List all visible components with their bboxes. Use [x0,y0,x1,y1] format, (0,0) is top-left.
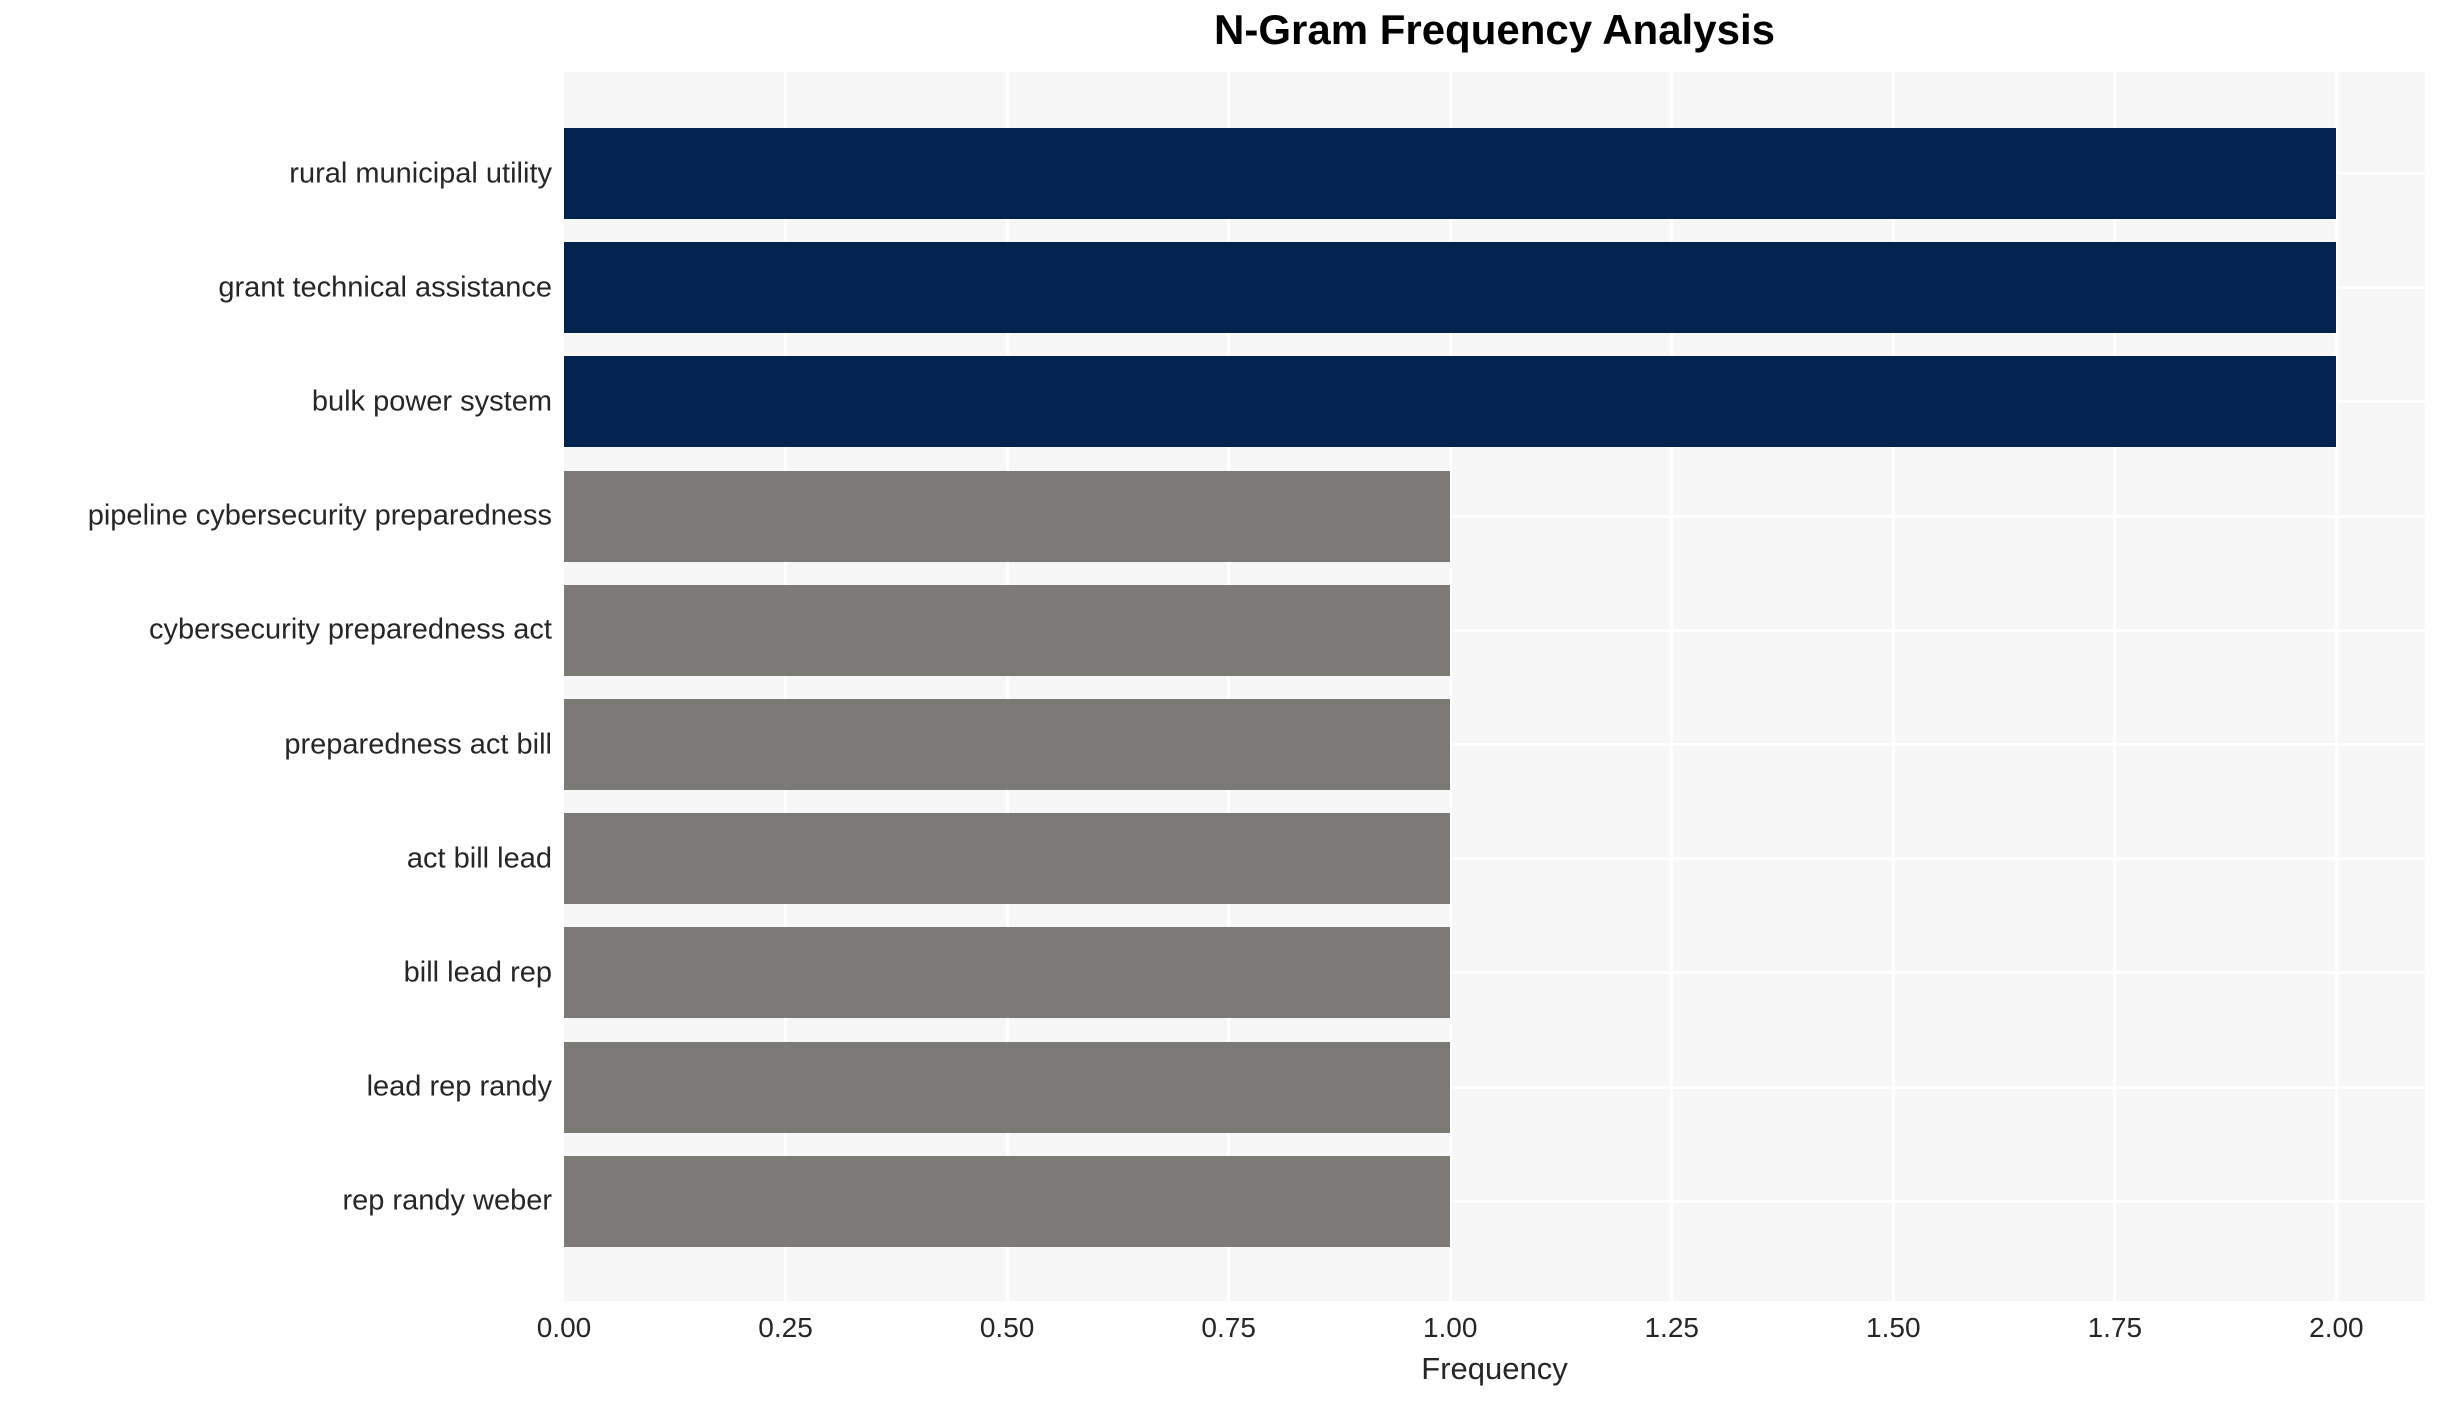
y-tick-label-bill-lead-rep: bill lead rep [403,956,552,989]
y-tick-label-grant-technical-assistance: grant technical assistance [218,271,552,304]
y-tick-label-rural-municipal-utility: rural municipal utility [289,157,552,189]
x-tick-label-1.75: 1.75 [2087,1312,2143,1343]
x-tick-label-0.75: 0.75 [1201,1312,1256,1343]
vertical-gridline-1.50 [1891,72,1895,1301]
y-tick-label-pipeline-cybersecurity-preparedness: pipeline cybersecurity preparedness [87,499,552,532]
vertical-gridline-0.75 [1227,72,1231,1301]
x-tick-label-1.00: 1.00 [1422,1312,1478,1343]
bar-act-bill-lead [564,813,1451,905]
chart-title: N-Gram Frequency Analysis [1214,6,1775,53]
bar-rural-municipal-utility [564,128,2337,219]
horizontal-gridline [564,1199,2425,1203]
bar-lead-rep-randy [564,1041,1451,1133]
vertical-gridline-1.25 [1670,72,1674,1301]
x-tick-label-0.50: 0.50 [979,1312,1035,1343]
y-tick-label-act-bill-lead: act bill lead [406,842,552,875]
horizontal-gridline [564,1085,2425,1089]
horizontal-gridline [564,857,2425,861]
horizontal-gridline [564,971,2425,975]
y-tick-label-preparedness-act-bill: preparedness act bill [284,728,552,760]
bar-bulk-power-system [564,356,2337,448]
x-tick-label-0.25: 0.25 [758,1312,813,1343]
y-tick-label-cybersecurity-preparedness-act: cybersecurity preparedness act [149,613,552,646]
x-tick-label-2.00: 2.00 [2309,1312,2364,1343]
plot-area [564,72,2425,1301]
vertical-gridline-0.25 [784,72,788,1301]
x-tick-label-1.50: 1.50 [1866,1312,1921,1343]
bar-bill-lead-rep [564,927,1451,1019]
bar-preparedness-act-bill [564,699,1451,790]
bar-rep-randy-weber [564,1155,1451,1247]
x-axis-title: Frequency [1421,1351,1568,1386]
vertical-gridline-1.75 [2113,72,2117,1301]
bar-cybersecurity-preparedness-act [564,584,1451,676]
bar-grant-technical-assistance [564,242,2337,334]
y-tick-label-rep-randy-weber: rep randy weber [342,1184,552,1217]
horizontal-gridline [564,743,2425,746]
vertical-gridline-2.00 [2334,72,2338,1301]
horizontal-gridline [564,628,2425,632]
x-tick-label-0.00: 0.00 [536,1312,592,1343]
y-tick-label-lead-rep-randy: lead rep randy [366,1070,552,1103]
y-tick-label-bulk-power-system: bulk power system [311,385,552,418]
vertical-gridline-1.00 [1448,72,1452,1301]
vertical-gridline-0.50 [1005,72,1009,1301]
bar-pipeline-cybersecurity-preparedness [564,470,1451,562]
horizontal-gridline [564,514,2425,518]
x-tick-label-1.25: 1.25 [1644,1312,1699,1343]
